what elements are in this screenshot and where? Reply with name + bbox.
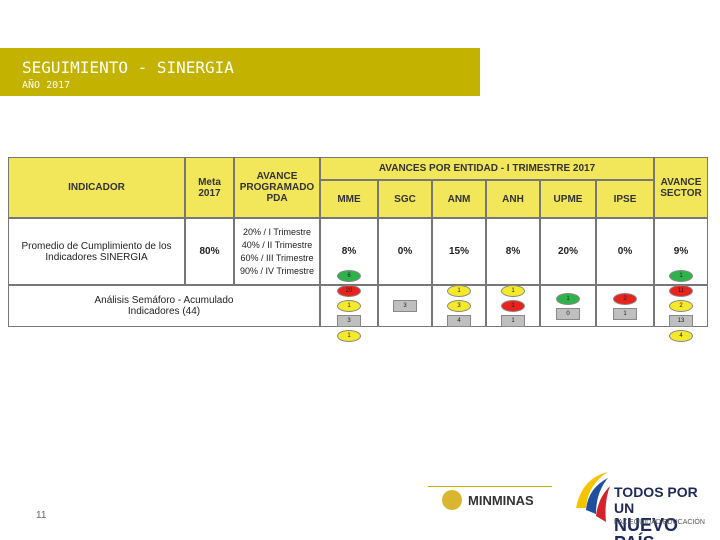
value: 15% — [448, 246, 469, 257]
header-cell: SGC — [378, 180, 432, 218]
entity-name: IPSE — [613, 193, 637, 205]
slogan: TODOS POR UN NUEVO PAÍS — [614, 484, 720, 540]
value: 20% — [557, 246, 578, 257]
table: INDICADOR Meta 2017 AVANCE PROGRAMADO PDA AVAN… — [8, 157, 708, 342]
semaforo-cell: 6 20 1 3 1 — [320, 270, 378, 342]
semaforo-badge: 4 — [447, 315, 471, 327]
semaforo-cell: 1 11 2 13 4 — [654, 270, 708, 342]
value-cell: 0% — [378, 218, 432, 285]
title: SEGUIMIENTO - SINERGIA — [22, 58, 234, 77]
semaforo-badge: 20 — [337, 285, 361, 297]
text-line: AVANCE — [256, 171, 298, 182]
value: 0% — [617, 246, 633, 257]
flag-logo — [576, 472, 610, 522]
text-line: SECTOR — [660, 187, 702, 199]
entity-name: MME — [337, 193, 361, 205]
text-line: PROGRAMADO — [239, 182, 315, 193]
text-line: Indicadores SINERGIA — [45, 251, 148, 263]
header-cell: AVANCE PROGRAMADO PDA — [234, 157, 320, 218]
header-cell: IPSE — [596, 180, 654, 218]
text-line: 20% / I Trimestre — [242, 226, 312, 237]
text-line: AVANCE — [660, 176, 702, 188]
semaforo-cell: 1 1 1 — [486, 285, 540, 327]
indicator-cell: Análisis Semáforo - Acumulado Indicadores… — [8, 285, 320, 327]
semaforo-badge: 3 — [447, 300, 471, 312]
header-cell: ANH — [486, 180, 540, 218]
emblem — [442, 490, 462, 510]
value-cell: 15% — [432, 218, 486, 285]
semaforo-badge: 1 — [501, 300, 525, 312]
slogan-line: TODOS POR UN — [614, 484, 698, 516]
text-line: Meta — [198, 176, 221, 188]
semaforo-badge: 2 — [669, 300, 693, 312]
semaforo-badge: 1 — [669, 270, 693, 282]
value: 9% — [673, 246, 689, 257]
value-cell: 20% — [540, 218, 596, 285]
page-number: 11 — [36, 510, 47, 521]
value: 8% — [505, 246, 521, 257]
text-line: PDA — [266, 193, 288, 204]
value-cell: 8% — [320, 218, 378, 285]
meta-cell: 80% — [185, 218, 234, 285]
value: 0% — [397, 246, 413, 257]
text-line: 40% / II Trimestre — [241, 239, 313, 250]
entity-name: ANM — [447, 193, 471, 205]
semaforo-badge: 4 — [669, 330, 693, 342]
text-line: Análisis Semáforo - Acumulado — [94, 295, 234, 306]
value-cell: 8% — [486, 218, 540, 285]
semaforo-badge: 1 — [613, 307, 637, 320]
header-cell: INDICADOR — [8, 157, 185, 218]
semaforo-badge: 1 — [501, 285, 525, 297]
ministry: MINMINAS — [468, 493, 534, 508]
value: 8% — [341, 246, 357, 257]
semaforo-badge: 1 — [337, 330, 361, 342]
semaforo-badge: 11 — [669, 285, 693, 297]
semaforo-badge: 1 — [501, 315, 525, 327]
text-line: 2017 — [198, 187, 221, 199]
header-band: SEGUIMIENTO - SINERGIA AÑO 2017 — [0, 48, 480, 96]
semaforo-badge: 1 — [556, 292, 580, 305]
header-cell: AVANCE SECTOR — [654, 157, 708, 218]
header-cell: ANM — [432, 180, 486, 218]
value-cell: 0% — [596, 218, 654, 285]
value-cell: 9% — [654, 218, 708, 285]
semaforo-cell: 3 — [378, 285, 432, 327]
header-cell: Meta 2017 — [185, 157, 234, 218]
motto: PAZ EQUIDAD EDUCACIÓN — [614, 519, 705, 526]
entity-name: ANH — [502, 193, 524, 205]
semaforo-badge: 6 — [337, 270, 361, 282]
pda-cell: 20% / I Trimestre 40% / II Trimestre 60% /… — [234, 218, 320, 285]
header-cell: AVANCES POR ENTIDAD - I TRIMESTRE 2017 — [320, 157, 654, 180]
value: 80% — [199, 246, 220, 257]
semaforo-badge: 3 — [337, 315, 361, 327]
text-line: Promedio de Cumplimiento de los — [21, 240, 172, 252]
header-text: INDICADOR — [68, 182, 125, 193]
text-line: 60% / III Trimestre — [240, 252, 314, 263]
semaforo-badge: 1 — [447, 285, 471, 297]
semaforo-badge: 0 — [556, 307, 580, 320]
semaforo-badge: 3 — [393, 300, 417, 312]
indicator-cell: Promedio de Cumplimiento de los Indicador… — [8, 218, 185, 285]
entity-name: UPME — [553, 193, 583, 205]
semaforo-cell: 1 3 4 — [432, 285, 486, 327]
header-cell: UPME — [540, 180, 596, 218]
header-text: AVANCES POR ENTIDAD - I TRIMESTRE 2017 — [378, 163, 596, 174]
entity-name: SGC — [394, 193, 416, 205]
text-line: Indicadores (44) — [127, 306, 201, 317]
semaforo-badge: 2 — [613, 292, 637, 305]
subtitle: AÑO 2017 — [22, 80, 71, 91]
semaforo-badge: 1 — [337, 300, 361, 312]
text-line: 90% / IV Trimestre — [239, 265, 315, 276]
rule — [428, 486, 552, 487]
semaforo-badge: 13 — [669, 315, 693, 327]
slogan-line: NUEVO PAÍS — [614, 515, 679, 540]
header-cell: MME — [320, 180, 378, 218]
